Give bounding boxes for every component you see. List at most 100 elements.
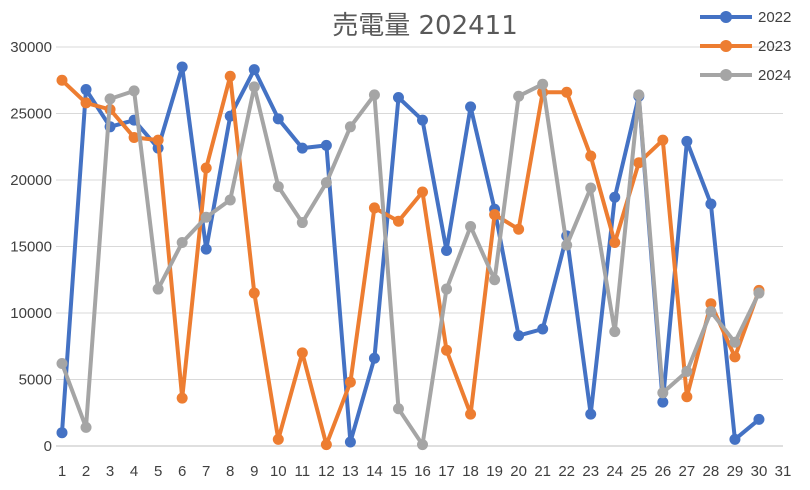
x-tick-label: 6 xyxy=(178,463,186,480)
x-tick-label: 28 xyxy=(703,463,720,480)
x-tick-label: 13 xyxy=(342,463,359,480)
x-axis-tick-labels: 1 2 3 4 5 6 7 8 9 10 11 12 13 14 15 16 17 18 19 20 21 22 23 24 2… xyxy=(58,463,792,480)
data-point-2022 xyxy=(248,64,260,76)
series-line-2022 xyxy=(60,65,761,444)
gridlines xyxy=(56,46,783,447)
x-tick-label: 20 xyxy=(510,463,527,480)
legend-item-2024: 2024 xyxy=(700,67,791,84)
data-point-2022 xyxy=(368,352,380,364)
data-point-2024 xyxy=(368,89,380,101)
data-point-2024 xyxy=(441,283,453,295)
x-tick-label: 25 xyxy=(630,463,647,480)
data-point-2023 xyxy=(200,162,212,174)
x-tick-label: 23 xyxy=(582,463,599,480)
data-point-2023 xyxy=(585,150,597,162)
x-tick-label: 24 xyxy=(606,463,623,480)
y-axis-tick-labels: 0 5000 10000 15000 20000 25000 30000 xyxy=(10,39,52,455)
data-point-2023 xyxy=(513,223,525,235)
data-point-2022 xyxy=(585,408,597,420)
data-point-2024 xyxy=(128,85,140,97)
data-point-2022 xyxy=(296,142,308,154)
data-point-2023 xyxy=(657,134,669,146)
legend-swatch-marker xyxy=(720,11,732,23)
data-point-2024 xyxy=(392,403,404,415)
x-tick-label: 10 xyxy=(270,463,287,480)
data-point-2022 xyxy=(344,436,356,448)
legend-swatch-marker xyxy=(720,40,732,52)
x-tick-label: 29 xyxy=(727,463,744,480)
data-point-2023 xyxy=(296,347,308,359)
data-point-2024 xyxy=(296,217,308,229)
x-tick-label: 22 xyxy=(558,463,575,480)
data-point-2024 xyxy=(753,287,765,299)
data-point-2024 xyxy=(344,121,356,133)
series-2022 xyxy=(56,61,765,448)
data-point-2024 xyxy=(489,274,501,286)
data-point-2023 xyxy=(441,344,453,356)
series-line-2024 xyxy=(60,82,761,447)
y-tick-label: 30000 xyxy=(10,39,52,56)
data-point-2024 xyxy=(681,366,693,378)
data-point-2023 xyxy=(272,433,284,445)
data-point-2024 xyxy=(104,93,116,105)
data-point-2022 xyxy=(537,323,549,335)
x-tick-label: 30 xyxy=(751,463,768,480)
data-point-2024 xyxy=(465,221,477,233)
x-tick-label: 15 xyxy=(390,463,407,480)
data-point-2022 xyxy=(465,101,477,113)
data-point-2024 xyxy=(417,439,428,451)
data-point-2023 xyxy=(320,439,332,451)
data-point-2024 xyxy=(272,181,284,193)
y-tick-label: 10000 xyxy=(10,305,52,322)
x-tick-label: 16 xyxy=(414,463,431,480)
x-tick-label: 9 xyxy=(250,463,258,480)
x-tick-label: 4 xyxy=(130,463,138,480)
legend-label: 2024 xyxy=(758,67,791,84)
x-tick-label: 21 xyxy=(534,463,551,480)
data-point-2023 xyxy=(489,209,501,221)
data-point-2024 xyxy=(200,211,212,223)
x-tick-label: 31 xyxy=(775,463,792,480)
data-point-2024 xyxy=(609,326,621,338)
data-point-2023 xyxy=(465,408,477,420)
series-lines xyxy=(56,61,765,451)
x-tick-label: 2 xyxy=(82,463,90,480)
data-point-2022 xyxy=(705,198,717,210)
data-point-2024 xyxy=(248,81,260,93)
x-tick-label: 27 xyxy=(679,463,696,480)
data-point-2022 xyxy=(753,413,765,425)
chart-title: 売電量 202411 xyxy=(332,11,518,41)
data-point-2024 xyxy=(585,182,597,194)
data-point-2022 xyxy=(729,433,741,445)
x-tick-label: 7 xyxy=(202,463,210,480)
y-tick-label: 5000 xyxy=(19,372,52,389)
data-point-2022 xyxy=(320,139,332,151)
data-point-2023 xyxy=(729,351,741,363)
data-point-2022 xyxy=(272,113,284,125)
data-point-2023 xyxy=(368,202,380,214)
data-point-2023 xyxy=(417,186,428,198)
x-tick-label: 12 xyxy=(318,463,335,480)
data-point-2023 xyxy=(128,131,140,143)
data-point-2022 xyxy=(176,61,188,73)
x-tick-label: 11 xyxy=(295,463,311,480)
legend-swatch-marker xyxy=(720,69,732,81)
legend: 2022 2023 2024 xyxy=(700,9,791,84)
data-point-2022 xyxy=(200,243,212,255)
data-point-2024 xyxy=(176,237,188,249)
x-tick-label: 19 xyxy=(486,463,503,480)
data-point-2022 xyxy=(441,244,453,256)
data-point-2023 xyxy=(224,70,236,82)
series-line-2023 xyxy=(60,74,761,447)
data-point-2024 xyxy=(56,358,68,370)
data-point-2023 xyxy=(80,97,92,109)
legend-label: 2023 xyxy=(758,38,791,55)
data-point-2022 xyxy=(80,84,92,96)
data-point-2022 xyxy=(681,135,693,147)
data-point-2022 xyxy=(657,396,669,408)
data-point-2024 xyxy=(224,194,236,206)
x-tick-label: 26 xyxy=(654,463,671,480)
data-point-2023 xyxy=(152,134,164,146)
data-point-2024 xyxy=(561,239,573,251)
